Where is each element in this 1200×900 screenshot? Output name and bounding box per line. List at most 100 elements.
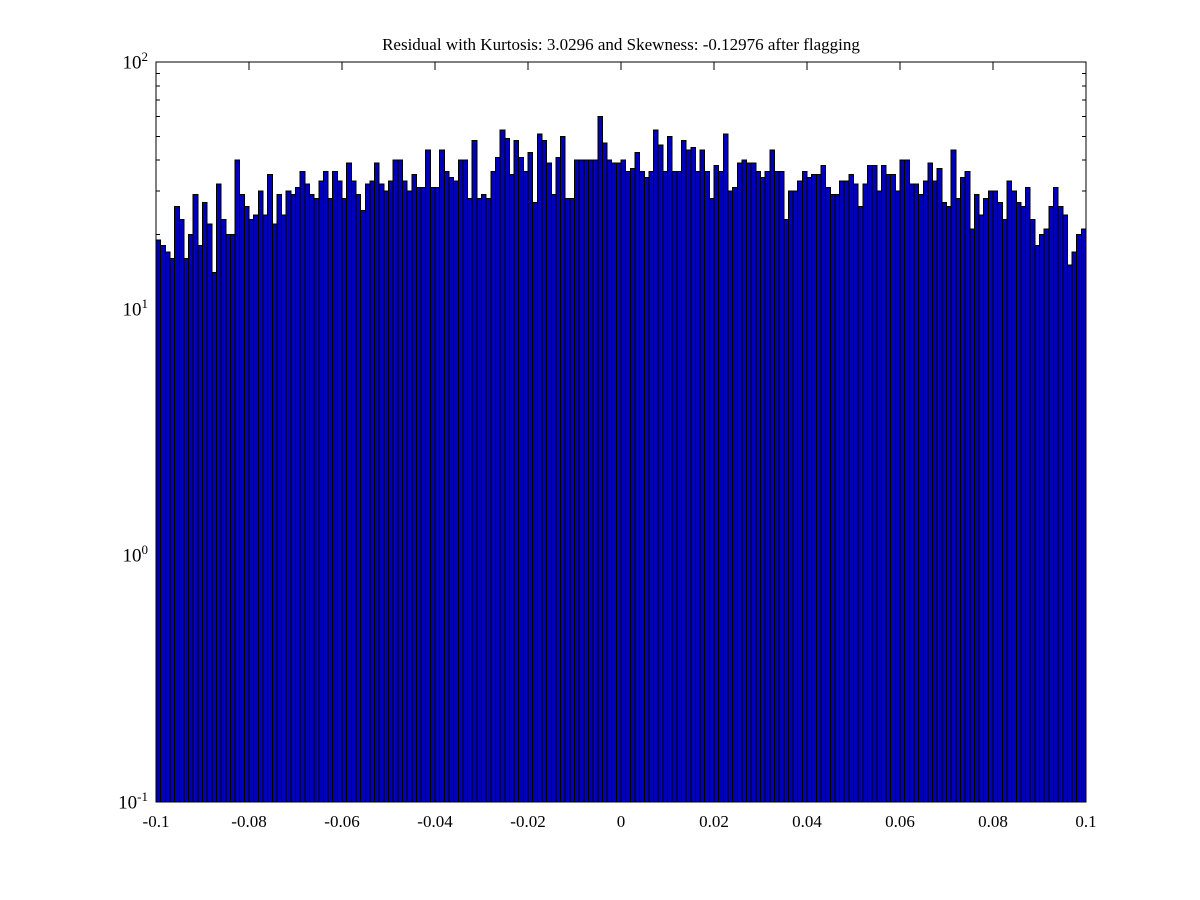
histogram-bar <box>797 180 803 803</box>
histogram-bar <box>778 170 785 803</box>
histogram-bar <box>1057 205 1064 803</box>
histogram-bar <box>829 194 836 803</box>
histogram-bar <box>732 186 738 803</box>
chart-title: Residual with Kurtosis: 3.0296 and Skewn… <box>382 35 860 54</box>
histogram-bar <box>420 186 427 803</box>
histogram-bar <box>736 162 743 803</box>
x-axis-tick-label: -0.1 <box>142 812 170 831</box>
y-tick-exponent: 1 <box>141 295 149 311</box>
y-axis-tick-label: 101 <box>123 297 149 319</box>
histogram-bar <box>239 194 245 803</box>
x-axis-tick-label: -0.06 <box>324 812 360 831</box>
histogram-bar <box>643 177 650 803</box>
histogram-bar <box>601 142 608 803</box>
histogram-bar <box>904 159 910 803</box>
histogram-bar <box>202 201 208 803</box>
y-axis-tick-label: 10-1 <box>118 790 148 812</box>
histogram-bar <box>1015 201 1022 803</box>
histogram-bar <box>262 214 269 803</box>
histogram-bar <box>969 228 975 803</box>
histogram-bar <box>1052 186 1059 803</box>
histogram-bar <box>671 170 678 803</box>
histogram-bar <box>485 197 492 803</box>
histogram-bar <box>522 170 529 803</box>
histogram-bar <box>997 201 1003 803</box>
histogram-bar <box>211 272 217 803</box>
histogram-bar <box>583 159 589 803</box>
histogram-bar <box>518 157 524 803</box>
histogram-bar <box>169 257 176 803</box>
histogram-bar <box>248 218 255 803</box>
histogram-bar <box>304 183 310 803</box>
histogram-bar <box>806 177 813 803</box>
histogram-bar <box>862 183 868 803</box>
histogram-bar <box>704 170 710 803</box>
x-axis-tick-label: 0.08 <box>978 812 1008 831</box>
histogram-bar <box>680 140 687 803</box>
axes-box <box>155 61 1087 803</box>
histogram-bar <box>327 197 334 803</box>
histogram-bar <box>866 165 873 803</box>
histogram-bar <box>392 159 399 803</box>
histogram-bar <box>857 205 864 803</box>
histogram-bar <box>769 149 775 803</box>
histogram-bar <box>787 190 794 803</box>
histogram-bar <box>690 147 696 803</box>
histogram-bar <box>541 140 548 803</box>
histogram-bar <box>918 194 924 803</box>
histogram-bar <box>569 197 575 803</box>
histogram-bar <box>606 159 613 803</box>
histogram-bar <box>355 194 362 803</box>
histogram-bar <box>815 173 822 803</box>
histogram-bar <box>629 168 636 803</box>
x-axis-tick-label: -0.02 <box>510 812 546 831</box>
histogram-bar <box>318 180 324 803</box>
histogram-bar <box>839 180 845 803</box>
histogram-bar <box>295 186 301 803</box>
histogram-bar <box>825 186 831 803</box>
histogram-bar <box>653 129 659 803</box>
histogram-bar <box>876 190 882 803</box>
histogram-bar <box>332 170 338 803</box>
histogram-bar <box>174 205 180 803</box>
histogram-bar <box>1080 228 1087 803</box>
y-tick-base: 10 <box>118 792 138 814</box>
histogram-bar <box>267 173 273 803</box>
histogram-bar <box>708 197 715 803</box>
histogram-bar <box>364 183 371 803</box>
histogram-bar <box>913 183 920 803</box>
histogram-bar <box>685 149 692 803</box>
histogram-bar <box>755 170 761 803</box>
histogram-bar <box>425 149 431 803</box>
histogram-bar <box>508 173 515 803</box>
histogram-bar <box>192 194 199 803</box>
y-tick-base: 10 <box>122 298 142 320</box>
histogram-bar <box>276 194 283 803</box>
histogram-bar <box>360 210 366 803</box>
histogram-bar <box>532 201 538 803</box>
histogram-bar <box>634 151 641 803</box>
histogram-bar <box>1076 233 1082 803</box>
histogram-bar <box>164 251 171 803</box>
histogram-bar <box>415 186 422 803</box>
histogram-bar <box>513 140 520 803</box>
histogram-bar <box>299 170 306 803</box>
histogram-bar <box>578 159 585 803</box>
histogram-bar <box>639 170 645 803</box>
histogram-bar <box>308 194 315 803</box>
histogram-bar <box>234 159 241 803</box>
histogram-bar <box>959 177 966 803</box>
histogram-bar <box>1039 233 1045 803</box>
histogram-bar <box>927 162 934 803</box>
histogram-bar <box>1066 264 1073 803</box>
histogram-bar <box>397 159 403 803</box>
x-axis-tick-label: -0.04 <box>417 812 453 831</box>
histogram-bar <box>718 170 724 803</box>
histogram-bar <box>662 170 668 803</box>
histogram-bar <box>764 170 771 803</box>
histogram-bar <box>894 190 901 803</box>
histogram-bar <box>457 159 464 803</box>
histogram-bar <box>155 239 162 803</box>
histogram-bar <box>1062 214 1068 803</box>
